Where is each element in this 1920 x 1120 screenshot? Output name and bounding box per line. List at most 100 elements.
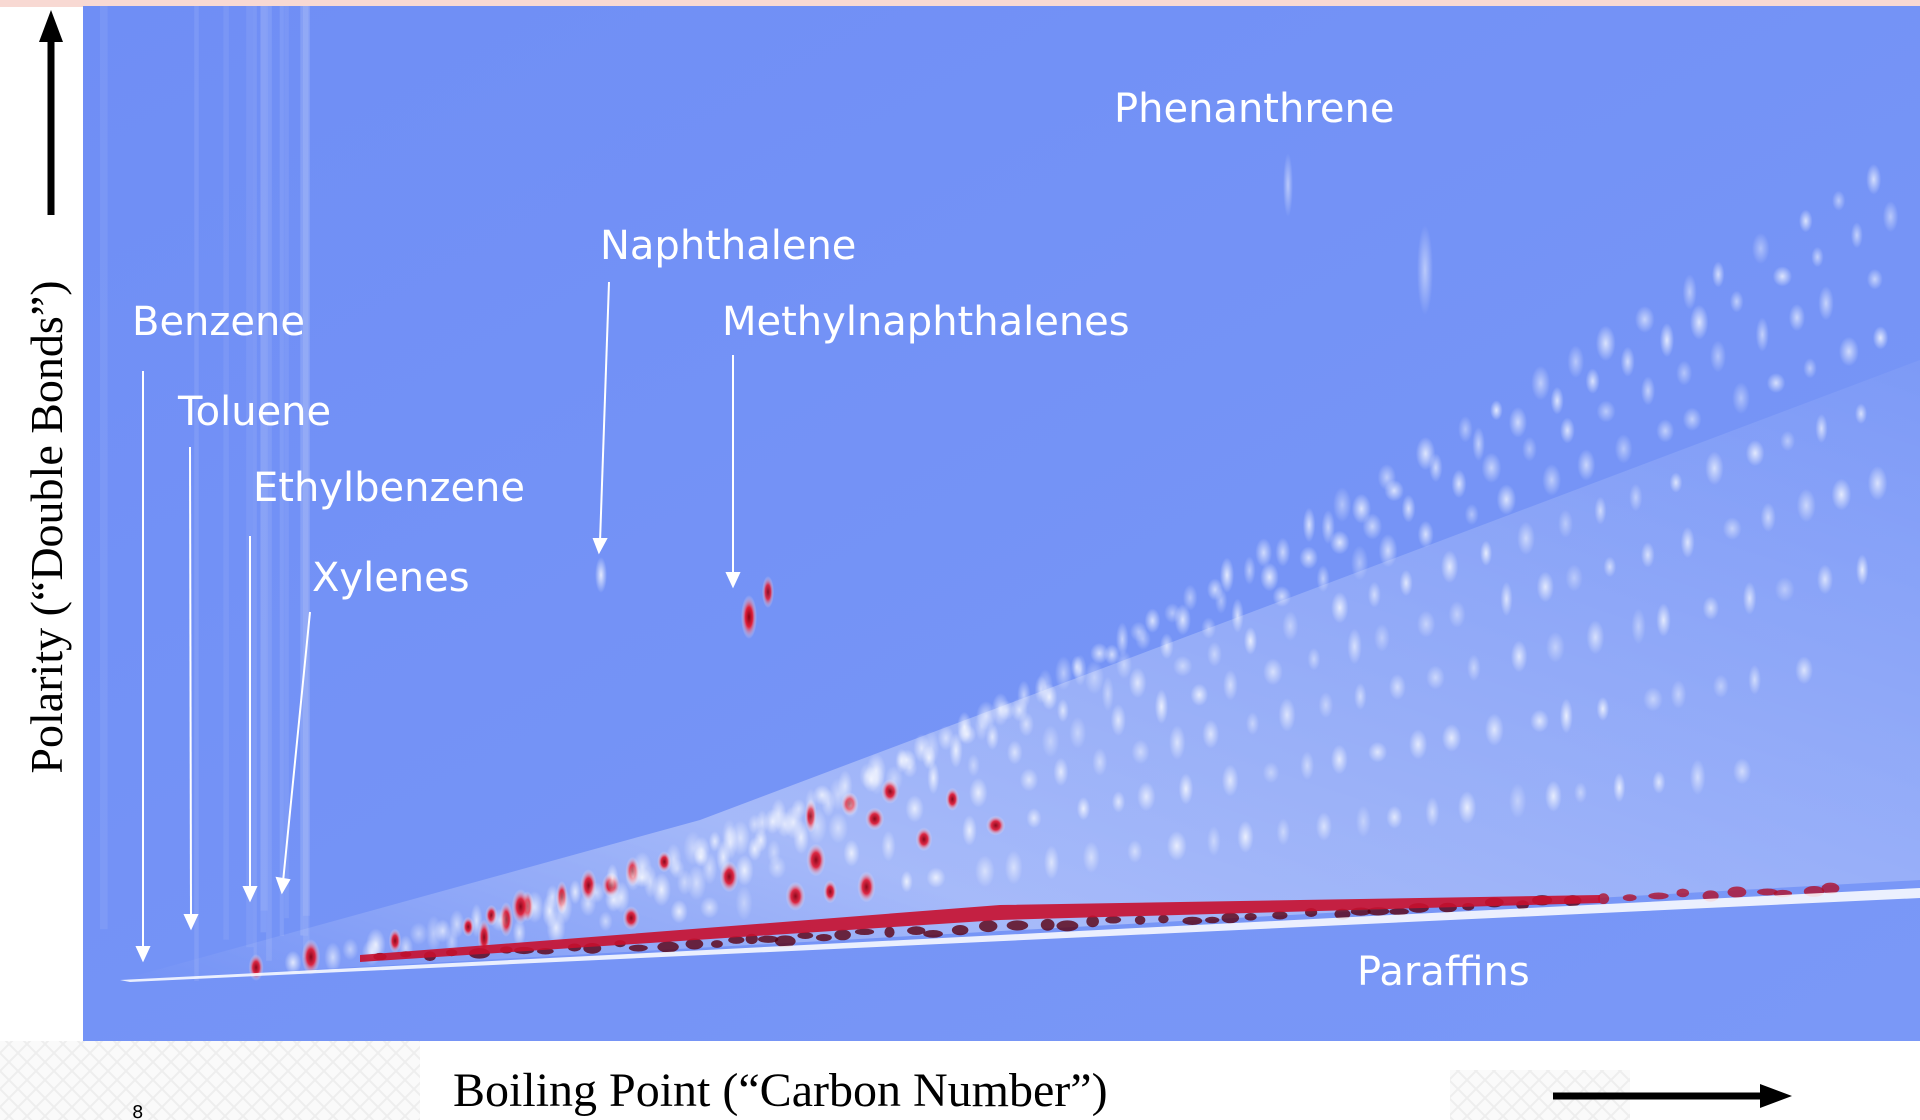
peak — [1083, 841, 1100, 873]
peak — [1705, 451, 1723, 485]
peak — [1084, 660, 1104, 694]
peak — [1531, 366, 1550, 401]
peak — [1042, 725, 1060, 758]
peak — [1676, 889, 1689, 898]
peak — [979, 920, 997, 932]
peak — [1207, 642, 1222, 667]
peak — [1752, 233, 1770, 264]
peak — [1761, 503, 1776, 532]
peak — [1283, 153, 1293, 217]
peak — [997, 700, 1015, 720]
peak — [1026, 808, 1041, 828]
peak — [1167, 831, 1187, 861]
peak — [1169, 725, 1185, 760]
peak — [1811, 247, 1823, 268]
peak — [784, 806, 803, 839]
peak — [1092, 748, 1107, 776]
peak — [1883, 201, 1899, 232]
peak — [1222, 913, 1240, 924]
peak — [857, 871, 875, 902]
peak — [1867, 269, 1883, 290]
annotation: Paraffins — [1357, 949, 1530, 995]
peak — [599, 911, 613, 931]
peak — [1703, 596, 1719, 620]
peak — [1458, 791, 1476, 824]
peak — [828, 812, 848, 843]
peak — [975, 855, 995, 887]
peak — [1500, 582, 1512, 617]
peak — [709, 831, 721, 852]
peak — [1243, 556, 1255, 585]
peak — [605, 888, 622, 912]
peak — [1597, 697, 1610, 721]
peak — [1164, 603, 1181, 623]
peak — [1331, 592, 1348, 624]
peak — [1416, 437, 1436, 471]
peak — [816, 934, 832, 941]
peak — [1069, 717, 1086, 749]
peak — [762, 576, 774, 608]
peak — [1567, 345, 1584, 378]
peak — [1351, 545, 1368, 580]
peak — [969, 778, 987, 808]
annotation: Toluene — [177, 389, 331, 435]
peak — [1321, 510, 1334, 545]
peak — [1007, 920, 1029, 930]
peak — [1730, 291, 1744, 313]
peak — [1603, 556, 1616, 577]
peak — [741, 595, 757, 639]
peak — [249, 954, 264, 981]
texture — [0, 1041, 420, 1120]
peak — [1077, 797, 1090, 820]
peak — [1272, 911, 1287, 919]
peak — [1145, 608, 1161, 633]
peak — [1856, 554, 1868, 585]
peak — [723, 825, 738, 860]
peak — [1542, 464, 1561, 496]
peak — [1374, 624, 1390, 652]
peak — [1263, 658, 1283, 685]
peak — [1723, 517, 1742, 540]
peak — [1799, 209, 1813, 232]
peak — [666, 843, 682, 875]
peak — [434, 919, 451, 942]
peak — [1044, 845, 1059, 879]
peak — [1517, 522, 1535, 555]
peak — [1773, 266, 1792, 286]
annotation: Naphthalene — [600, 223, 856, 269]
peak — [1586, 368, 1600, 394]
peak — [1558, 509, 1573, 538]
peak — [1282, 611, 1298, 641]
peak — [952, 925, 969, 935]
peak — [1155, 689, 1168, 724]
peak — [1378, 464, 1397, 491]
peak — [1641, 376, 1655, 405]
peak — [1278, 698, 1295, 732]
peak — [962, 815, 977, 846]
peak — [1037, 669, 1053, 704]
peak — [1316, 812, 1332, 841]
peak — [1797, 489, 1816, 523]
peak — [1056, 920, 1078, 931]
peak — [1652, 771, 1665, 794]
peak — [1205, 917, 1219, 924]
peak — [1629, 484, 1642, 512]
peak — [629, 945, 648, 952]
peak — [916, 827, 933, 851]
peak — [1631, 608, 1645, 644]
peak — [1442, 724, 1461, 752]
peak — [625, 863, 641, 891]
page: Benzene Toluene Ethylbenzene Xylenes Nap… — [0, 0, 1920, 1120]
annotation: Xylenes — [312, 555, 470, 601]
peak — [1426, 665, 1445, 689]
annotation: Phenanthrene — [1114, 86, 1394, 132]
peak — [806, 844, 825, 877]
peak — [1275, 537, 1290, 566]
peak — [1182, 917, 1202, 925]
peak — [1482, 453, 1502, 484]
peak — [1368, 582, 1381, 608]
peak — [1530, 710, 1549, 733]
peak — [595, 557, 607, 593]
peak — [1111, 704, 1126, 736]
peak — [1832, 191, 1845, 211]
